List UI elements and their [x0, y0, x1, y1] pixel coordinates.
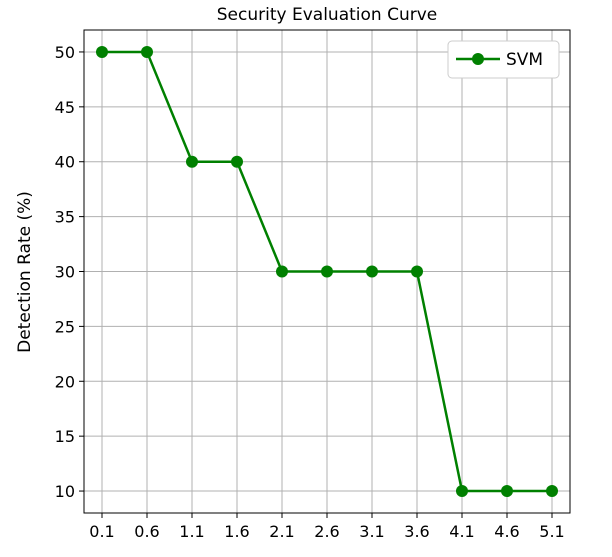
y-tick-label: 20 — [55, 372, 75, 391]
data-point — [276, 265, 288, 278]
data-point — [456, 485, 468, 498]
data-point — [321, 265, 333, 278]
data-point — [186, 155, 198, 168]
data-point — [231, 155, 243, 168]
legend-label-svm: SVM — [506, 50, 543, 70]
x-tick-label: 1.6 — [224, 522, 249, 541]
y-tick-label: 15 — [55, 427, 75, 446]
y-tick-label: 45 — [55, 98, 75, 117]
x-tick-label: 3.6 — [404, 522, 429, 541]
y-tick-label: 25 — [55, 317, 75, 336]
legend-box — [447, 40, 560, 79]
data-point — [366, 265, 378, 278]
x-tick-label: 0.6 — [134, 522, 159, 541]
x-tick-label: 3.1 — [359, 522, 384, 541]
grid — [84, 30, 570, 513]
x-tick-label: 5.1 — [539, 522, 564, 541]
x-tick-label: 2.1 — [269, 522, 294, 541]
x-tick-label: 0.1 — [89, 522, 114, 541]
y-tick-label: 30 — [55, 263, 75, 282]
data-point — [501, 485, 513, 498]
series-layer — [96, 45, 558, 498]
y-axis: 10 15 20 25 30 35 40 45 50 — [55, 43, 84, 501]
x-axis: 0.1 0.6 1.1 1.6 2.1 2.6 3.1 3.6 4.1 4.6 5.1 — [89, 513, 565, 541]
x-tick-label: 4.6 — [494, 522, 519, 541]
data-point — [141, 45, 153, 58]
x-tick-label: 4.1 — [449, 522, 474, 541]
x-tick-label: 1.1 — [179, 522, 204, 541]
y-tick-label: 50 — [55, 43, 75, 62]
y-tick-label: 40 — [55, 153, 75, 172]
x-tick-label: 2.6 — [314, 522, 339, 541]
y-axis-label: Detection Rate (%) — [15, 191, 35, 353]
chart-title: Security Evaluation Curve — [217, 5, 437, 25]
legend: SVM — [447, 40, 560, 79]
data-point — [546, 485, 558, 498]
data-point — [96, 45, 108, 58]
data-point — [411, 265, 423, 278]
y-tick-label: 10 — [55, 482, 75, 501]
y-tick-label: 35 — [55, 208, 75, 227]
legend-marker — [472, 53, 484, 65]
